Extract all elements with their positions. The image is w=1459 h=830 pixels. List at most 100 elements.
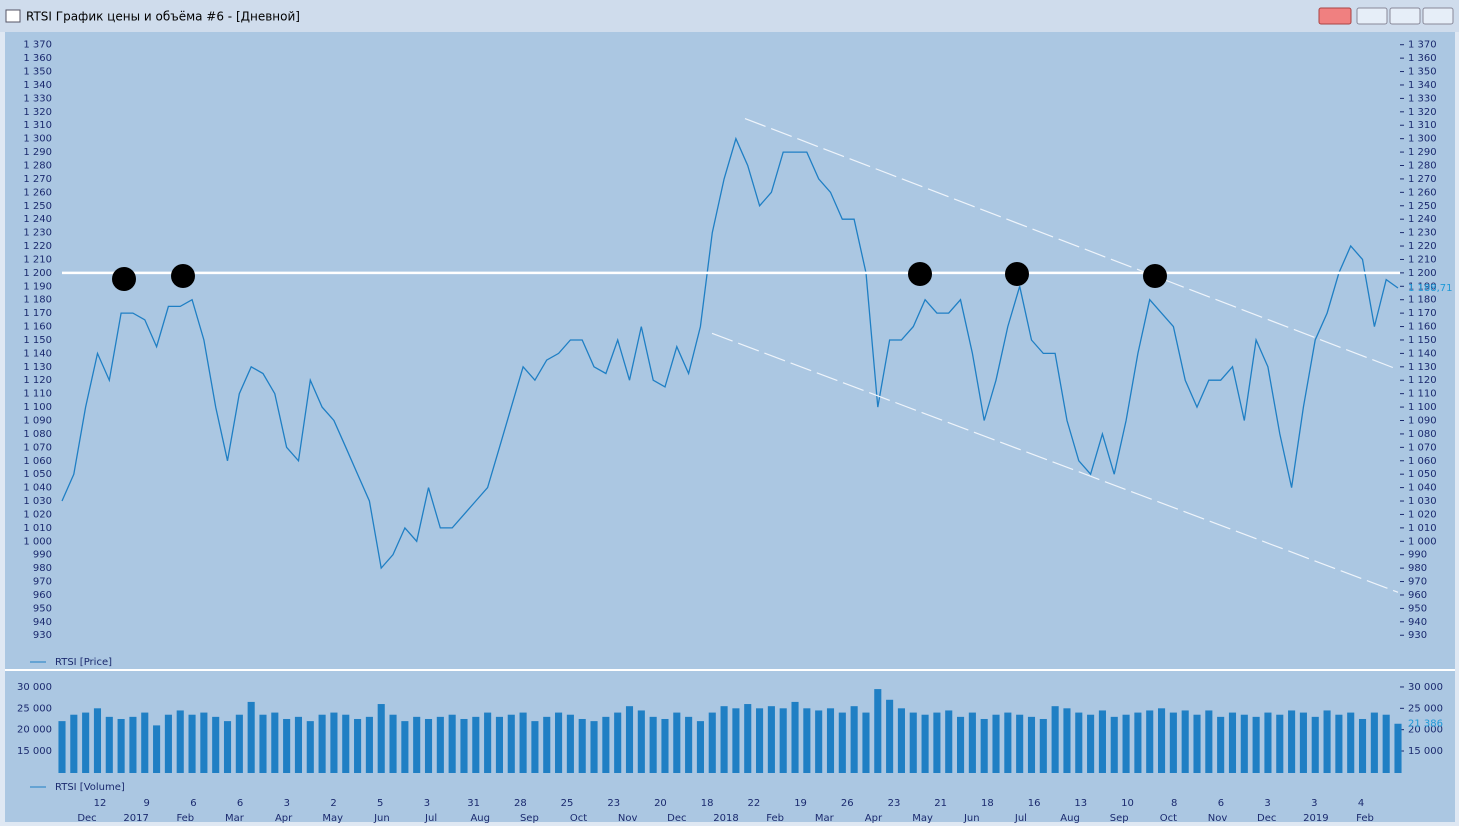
volume-bar: [1169, 712, 1177, 773]
y-tick-label-right: 1 030: [1408, 496, 1437, 507]
x-day-label: 3: [1311, 798, 1317, 809]
y-tick-label: 1 060: [23, 456, 52, 467]
y-tick-label: 30 000: [17, 682, 52, 693]
x-month-label: Mar: [815, 813, 835, 824]
y-tick-label: 1 370: [23, 40, 52, 51]
y-tick-label-right: 15 000: [1408, 746, 1443, 757]
y-tick-label: 1 220: [23, 241, 52, 252]
volume-bar: [223, 721, 232, 773]
x-month-label: Dec: [667, 813, 686, 824]
y-tick-label: 1 030: [23, 496, 52, 507]
y-tick-label: 1 150: [23, 335, 52, 346]
x-month-label: May: [912, 813, 933, 824]
volume-bar: [82, 712, 90, 773]
volume-bar: [744, 704, 752, 773]
legend-price: RTSI [Price]: [55, 657, 112, 668]
x-day-label: 22: [747, 798, 760, 809]
volume-bar: [957, 716, 965, 773]
y-tick-label-right: 1 370: [1408, 40, 1437, 51]
volume-bar: [614, 712, 622, 773]
volume-bar: [791, 701, 799, 773]
volume-bar: [164, 714, 172, 773]
x-month-label: 2018: [713, 813, 738, 824]
x-month-label: Dec: [77, 813, 96, 824]
y-tick-label: 15 000: [17, 746, 52, 757]
x-day-label: 8: [1171, 798, 1177, 809]
chart-area: [5, 32, 1455, 822]
x-month-label: Jun: [373, 813, 390, 824]
volume-bar: [661, 718, 669, 773]
volume-bar: [708, 712, 716, 773]
volume-bar: [70, 714, 78, 773]
x-month-label: Aug: [470, 813, 490, 824]
y-tick-label-right: 1 310: [1408, 120, 1437, 131]
x-day-label: 6: [190, 798, 196, 809]
x-day-label: 21: [934, 798, 947, 809]
x-day-label: 18: [701, 798, 714, 809]
volume-bar: [543, 716, 551, 773]
y-tick-label-right: 1 000: [1408, 536, 1437, 547]
y-tick-label-right: 1 070: [1408, 442, 1437, 453]
y-tick-label-right: 1 050: [1408, 469, 1437, 480]
x-day-label: 3: [284, 798, 290, 809]
y-tick-label-right: 990: [1408, 550, 1427, 561]
x-month-label: Apr: [865, 813, 883, 824]
y-tick-label-right: 1 090: [1408, 416, 1437, 427]
annotation-circle: [112, 267, 136, 291]
link-button[interactable]: [1318, 7, 1352, 25]
y-tick-label: 1 160: [23, 322, 52, 333]
y-tick-label: 1 130: [23, 362, 52, 373]
y-tick-label-right: 1 340: [1408, 80, 1437, 91]
volume-bar: [602, 716, 610, 773]
y-tick-label: 980: [33, 563, 52, 574]
volume-bar: [413, 716, 421, 773]
volume-bar: [484, 712, 492, 773]
x-day-label: 18: [981, 798, 994, 809]
volume-bar: [1110, 716, 1118, 773]
volume-bar: [259, 714, 267, 773]
y-tick-label-right: 1 100: [1408, 402, 1437, 413]
y-tick-label: 1 010: [23, 523, 52, 534]
x-month-label: Jun: [963, 813, 980, 824]
close-button[interactable]: [1422, 7, 1454, 25]
y-tick-label: 1 040: [23, 483, 52, 494]
y-tick-label: 1 230: [23, 228, 52, 239]
y-tick-label-right: 1 220: [1408, 241, 1437, 252]
volume-bar: [531, 721, 539, 773]
volume-bar: [1193, 714, 1201, 773]
y-tick-label-right: 1 360: [1408, 53, 1437, 64]
y-tick-label: 1 280: [23, 161, 52, 172]
volume-bar: [377, 704, 385, 773]
volume-bar: [330, 712, 338, 773]
volume-bar: [188, 714, 196, 773]
volume-bar: [685, 716, 693, 773]
volume-bar: [578, 718, 586, 773]
volume-bar: [921, 714, 929, 773]
minimize-button[interactable]: [1356, 7, 1388, 25]
volume-bar: [507, 714, 515, 773]
volume-bar: [247, 701, 255, 773]
y-tick-label: 1 270: [23, 174, 52, 185]
y-tick-label: 1 110: [23, 389, 52, 400]
y-tick-label-right: 1 320: [1408, 107, 1437, 118]
y-tick-label-right: 1 140: [1408, 348, 1437, 359]
x-day-label: 25: [561, 798, 574, 809]
y-tick-label-right: 980: [1408, 563, 1427, 574]
volume-bar: [1382, 714, 1390, 773]
y-tick-label: 950: [33, 603, 52, 614]
volume-bar: [495, 716, 503, 773]
volume-bar: [826, 708, 835, 773]
x-day-label: 10: [1121, 798, 1134, 809]
y-tick-label-right: 1 350: [1408, 67, 1437, 78]
volume-bar: [909, 712, 917, 773]
volume-bar: [1276, 714, 1284, 773]
volume-bar: [897, 708, 905, 773]
volume-bar: [886, 699, 894, 773]
volume-bar: [365, 716, 373, 773]
y-tick-label: 1 210: [23, 254, 52, 265]
y-tick-label-right: 1 290: [1408, 147, 1437, 158]
maximize-button[interactable]: [1389, 7, 1421, 25]
annotation-circle: [1005, 262, 1029, 286]
y-tick-label: 1 050: [23, 469, 52, 480]
y-tick-label: 25 000: [17, 703, 52, 714]
